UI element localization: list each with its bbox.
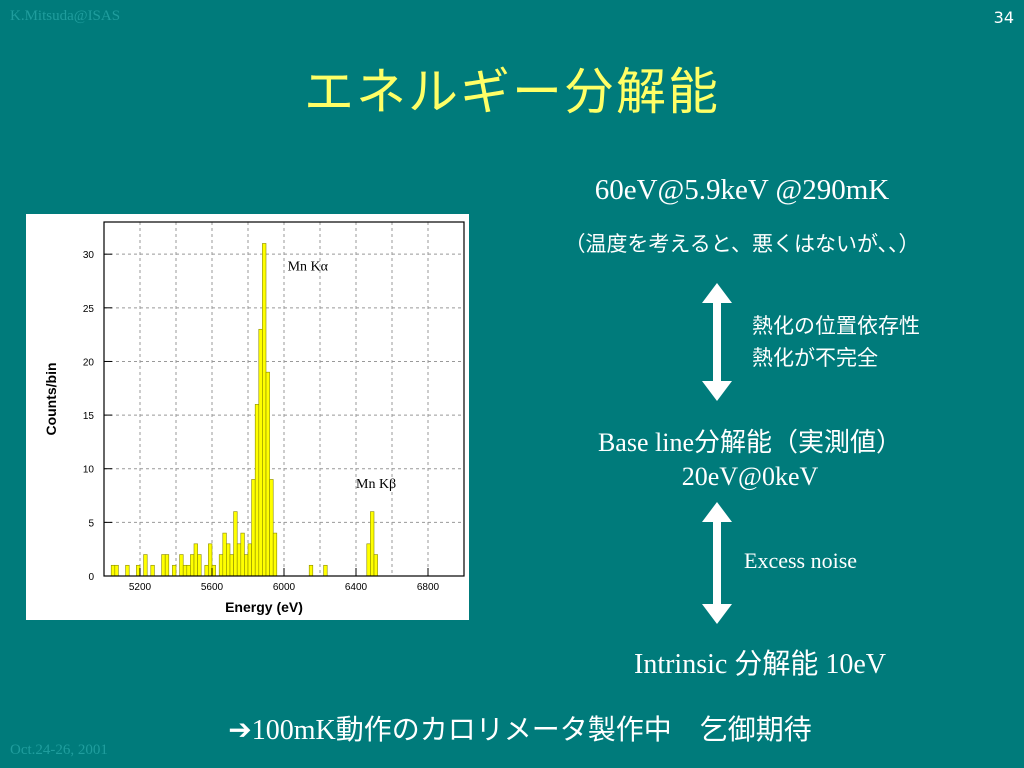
- histogram-bar: [244, 554, 249, 577]
- page-number: 34: [993, 8, 1014, 27]
- footer-message: ➔100mK動作のカロリメータ製作中 乞御期待: [120, 708, 920, 748]
- histogram-bar: [179, 554, 184, 577]
- histogram-bar: [218, 554, 224, 577]
- histogram-bar: [164, 554, 170, 577]
- x-tick-label: 5200: [129, 582, 152, 593]
- histogram-bar: [258, 328, 263, 577]
- histogram-bar: [150, 564, 155, 577]
- histogram-bar: [204, 564, 209, 577]
- histogram-bar: [229, 554, 234, 577]
- y-tick-label: 0: [88, 572, 94, 583]
- histogram-bar: [233, 511, 238, 577]
- peak-annotation: Mn Kα: [288, 259, 329, 274]
- histogram-bar: [308, 564, 314, 577]
- x-axis-label: Energy (eV): [225, 599, 303, 615]
- histogram-bar: [143, 554, 148, 577]
- histogram-bar: [190, 554, 195, 577]
- x-tick-label: 5600: [201, 582, 224, 593]
- histogram-bar: [182, 564, 188, 577]
- double-arrow-icon-upper: [702, 283, 732, 401]
- histogram-bar: [254, 404, 260, 577]
- histogram-bar: [172, 564, 177, 577]
- slide-title: エネルギー分解能: [304, 63, 720, 121]
- histogram-bar: [251, 479, 256, 577]
- footer-text-en: 100mK: [251, 715, 336, 746]
- histogram-bar: [236, 543, 242, 577]
- histogram-bar: [265, 371, 270, 577]
- y-axis-label: Counts/bin: [43, 362, 59, 435]
- intrinsic-value: 10eV: [818, 649, 886, 680]
- excess-noise-label: Excess noise: [744, 548, 858, 573]
- chart-svg: 5200 5600 6000 6400 6800 0 5 10 15 20 25 30 Energy (…: [43, 221, 465, 615]
- intrinsic-label-en: Intrinsic: [634, 649, 735, 680]
- x-tick-label: 6000: [273, 582, 296, 593]
- intrinsic-resolution: Intrinsic 分解能 10eV: [520, 642, 1000, 682]
- effect-incomplete-thermalization: 熱化が不完全: [752, 346, 878, 370]
- histogram-bar: [208, 543, 213, 577]
- intrinsic-label-jp: 分解能: [734, 647, 819, 680]
- baseline-resolution-value: 20eV@0keV: [681, 462, 819, 491]
- y-tick-label: 10: [83, 465, 95, 476]
- y-tick-label: 5: [88, 518, 94, 529]
- resolution-note: （温度を考えると、悪くはないが、、）: [564, 232, 920, 256]
- histogram-bar: [136, 564, 141, 577]
- histogram-bar: [197, 554, 202, 577]
- histogram-bar: [222, 532, 227, 577]
- y-tick-label: 15: [83, 411, 95, 422]
- histogram-bar: [226, 543, 231, 577]
- histogram-bar: [110, 564, 116, 577]
- histogram-bar: [125, 564, 130, 577]
- histogram-bar: [240, 532, 245, 577]
- histogram-bar: [366, 543, 371, 577]
- histogram-bar: [247, 543, 252, 577]
- histogram-bar: [272, 532, 278, 577]
- histogram-bar: [323, 564, 328, 577]
- y-tick-label: 30: [83, 250, 95, 261]
- histogram-bar: [269, 479, 274, 577]
- x-tick-label: 6800: [417, 582, 440, 593]
- resolution-main: 60eV@5.9keV @290mK: [594, 174, 890, 206]
- author-label: K.Mitsuda@ISAS: [10, 8, 121, 24]
- baseline-resolution-label: Base line分解能（実測値）: [520, 422, 980, 459]
- effect-position-dependence: 熱化の位置依存性: [752, 314, 920, 338]
- peak-annotation: Mn Kβ: [356, 477, 396, 492]
- histogram-bar: [193, 543, 198, 577]
- y-tick-label: 20: [83, 357, 95, 368]
- y-tick-label: 25: [83, 304, 95, 315]
- histogram-bar: [186, 564, 191, 577]
- double-arrow-icon-lower: [702, 502, 732, 624]
- histogram-bar: [262, 243, 267, 577]
- x-tick-label: 6400: [345, 582, 368, 593]
- baseline-label-en: Base line: [597, 428, 694, 457]
- footer-text-jp: 動作のカロリメータ製作中 乞御期待: [335, 713, 812, 746]
- histogram-bar: [114, 564, 119, 577]
- baseline-label-jp: 分解能（実測値）: [694, 428, 903, 458]
- arrow-right-icon: ➔: [228, 715, 252, 746]
- date-label: Oct.24-26, 2001: [10, 742, 108, 758]
- histogram-bar: [370, 511, 375, 577]
- histogram-bar: [373, 554, 378, 577]
- histogram-bar: [211, 564, 216, 577]
- energy-spectrum-chart: 5200 5600 6000 6400 6800 0 5 10 15 20 25 30 Energy (…: [26, 214, 469, 620]
- histogram-bar: [161, 554, 166, 577]
